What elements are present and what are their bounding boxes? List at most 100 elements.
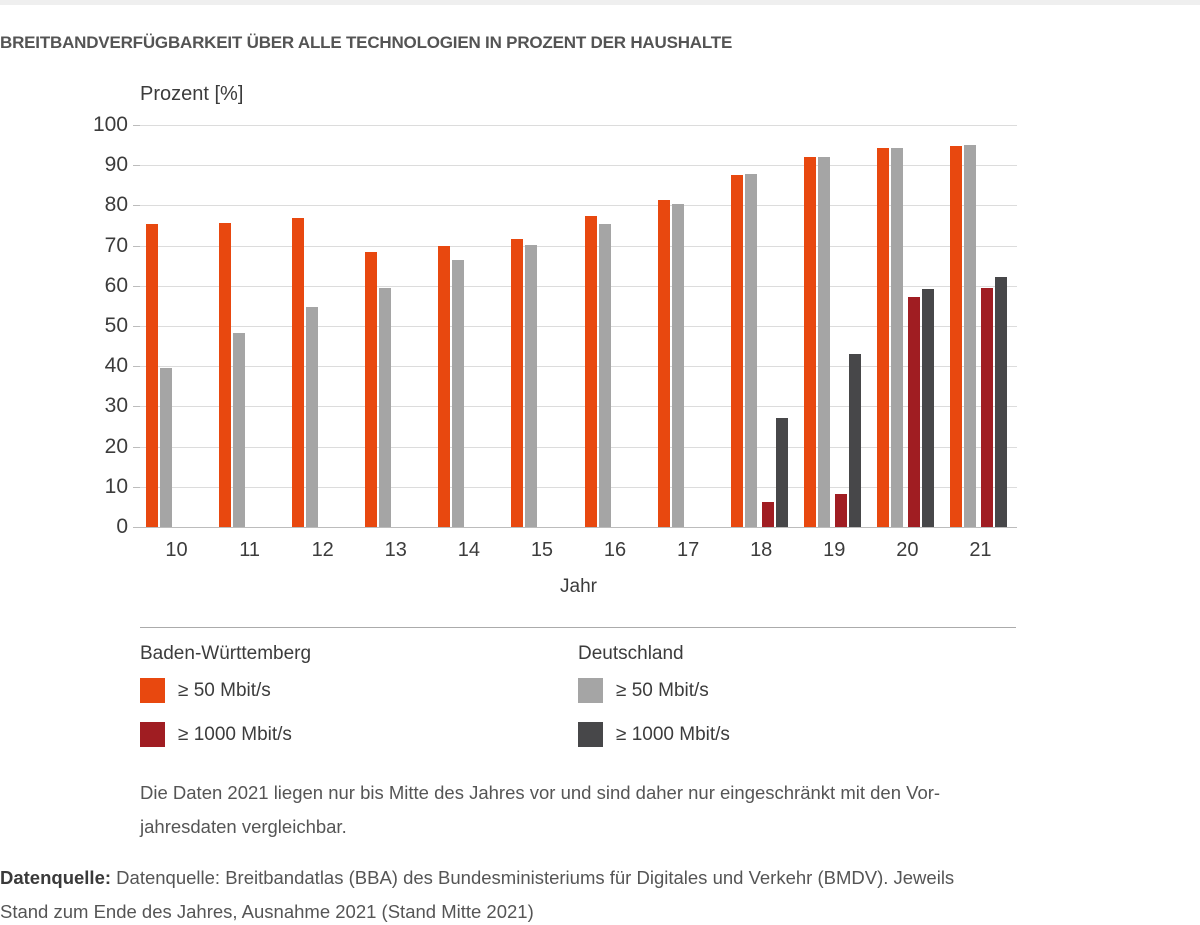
- y-axis-tick: [133, 326, 140, 327]
- bar: [876, 147, 889, 527]
- gridline: [140, 446, 1017, 448]
- bar: [146, 223, 158, 527]
- legend-item: ≥ 50 Mbit/s: [578, 678, 998, 703]
- y-axis-tick: [133, 125, 140, 126]
- x-axis-tick-label: 20: [896, 539, 919, 561]
- x-axis-tick-label: 14: [457, 539, 480, 561]
- gridline: [140, 205, 1017, 207]
- bar: [160, 368, 172, 527]
- bar: [306, 306, 319, 527]
- bar: [379, 287, 392, 527]
- legend-item-label: ≥ 50 Mbit/s: [616, 679, 709, 701]
- bar: [525, 245, 538, 527]
- legend-swatch-de-1000: [578, 722, 603, 747]
- y-axis-tick-label: 0: [116, 515, 128, 538]
- x-axis-tick-label: 16: [603, 539, 627, 561]
- legend-group-title: Deutschland: [578, 643, 684, 664]
- bar: [511, 239, 524, 527]
- bar: [365, 251, 378, 527]
- bar: [963, 144, 976, 527]
- legend-group-deutschland: Deutschland ≥ 50 Mbit/s ≥ 1000 Mbit/s: [578, 643, 998, 747]
- bar: [817, 157, 830, 527]
- gridline: [140, 125, 1017, 126]
- gridline: [140, 406, 1017, 408]
- legend-item: ≥ 1000 Mbit/s: [140, 722, 560, 747]
- bar: [730, 175, 743, 527]
- gridline: [140, 285, 1017, 287]
- legend-item-label: ≥ 1000 Mbit/s: [616, 723, 730, 745]
- x-axis-title: Jahr: [560, 576, 597, 597]
- bar: [907, 296, 920, 527]
- x-axis-tick-label: 21: [969, 539, 992, 561]
- x-axis-line: [140, 527, 1017, 528]
- y-axis-tick: [133, 205, 140, 207]
- y-axis-tick-label: 50: [104, 314, 128, 337]
- bar: [233, 333, 246, 527]
- bar: [949, 145, 962, 527]
- x-axis-tick-label: 19: [823, 539, 846, 561]
- bar: [671, 204, 684, 527]
- y-axis-tick-label: 20: [104, 434, 128, 458]
- gridline: [140, 165, 1017, 167]
- y-axis-tick: [133, 245, 140, 247]
- source-line-1: Datenquelle: Breitbandatlas (BBA) des Bu…: [111, 867, 955, 888]
- y-axis-tick: [133, 165, 140, 167]
- x-axis-tick-label: 11: [239, 539, 260, 561]
- top-accent-strip: [0, 0, 1200, 5]
- x-axis-tick-label: 17: [676, 539, 700, 561]
- plot-area: 0 10 20 30 40 50 60 70 80 90 100 10 11 12 13 14 15 16 17 18…: [93, 113, 1017, 561]
- bar: [219, 222, 232, 527]
- y-axis-tick-label: 80: [104, 193, 128, 217]
- legend-group-baden-wuerttemberg: Baden-Württemberg ≥ 50 Mbit/s ≥ 1000 Mbi…: [140, 643, 560, 747]
- bar: [834, 494, 847, 527]
- legend-item: ≥ 1000 Mbit/s: [578, 722, 998, 747]
- y-axis-tick-label: 100: [92, 113, 128, 136]
- y-axis-tick: [133, 406, 140, 408]
- bar: [775, 417, 788, 527]
- y-axis-tick-label: 90: [104, 153, 128, 177]
- bar: [803, 157, 816, 527]
- x-axis-tick-label: 18: [750, 539, 773, 561]
- gridline: [140, 366, 1017, 368]
- gridline: [140, 326, 1017, 327]
- page-title: BREITBANDVERFÜGBARKEIT ÜBER ALLE TECHNOL…: [0, 33, 733, 52]
- x-axis-tick-label: 13: [384, 539, 407, 561]
- footnote: Die Daten 2021 liegen nur bis Mitte des …: [140, 776, 940, 844]
- y-axis-tick-label: 70: [104, 233, 128, 257]
- y-axis-tick-label: 60: [104, 273, 128, 297]
- y-axis-tick: [133, 366, 140, 368]
- bar: [848, 354, 861, 527]
- bar: [761, 502, 774, 527]
- bar: [921, 289, 934, 527]
- bar: [584, 215, 597, 527]
- legend-item-label: ≥ 1000 Mbit/s: [178, 723, 292, 745]
- gridline: [140, 245, 1017, 247]
- bar: [598, 223, 611, 527]
- bar: [980, 288, 993, 527]
- y-axis-tick-label: 30: [104, 394, 128, 418]
- y-axis-tick: [133, 486, 140, 488]
- legend-divider: [140, 627, 1016, 628]
- y-axis-tick: [133, 285, 140, 287]
- bar: [744, 173, 757, 527]
- x-axis-tick-label: 10: [165, 539, 188, 561]
- legend-item-label: ≥ 50 Mbit/s: [178, 679, 271, 701]
- source-line-2: Stand zum Ende des Jahres, Ausnahme 2021…: [0, 901, 534, 922]
- y-axis-tick-label: 10: [104, 474, 128, 498]
- data-source: Datenquelle: Datenquelle: Breitbandatlas…: [0, 861, 1160, 925]
- x-axis-tick-label: 12: [311, 539, 334, 561]
- bar: [438, 246, 451, 527]
- gridline: [140, 486, 1017, 488]
- legend-group-title: Baden-Württemberg: [140, 643, 312, 664]
- bar: [657, 200, 670, 527]
- footnote-line-2: jahresdaten vergleichbar.: [140, 816, 347, 837]
- y-axis-tick: [133, 527, 140, 528]
- bar: [994, 276, 1007, 527]
- y-axis-tick-label: 40: [104, 354, 128, 378]
- legend-swatch-de-50: [578, 678, 603, 703]
- legend-swatch-bw-1000: [140, 722, 165, 747]
- y-axis-tick: [133, 446, 140, 448]
- legend-swatch-bw-50: [140, 678, 165, 703]
- legend-item: ≥ 50 Mbit/s: [140, 678, 560, 703]
